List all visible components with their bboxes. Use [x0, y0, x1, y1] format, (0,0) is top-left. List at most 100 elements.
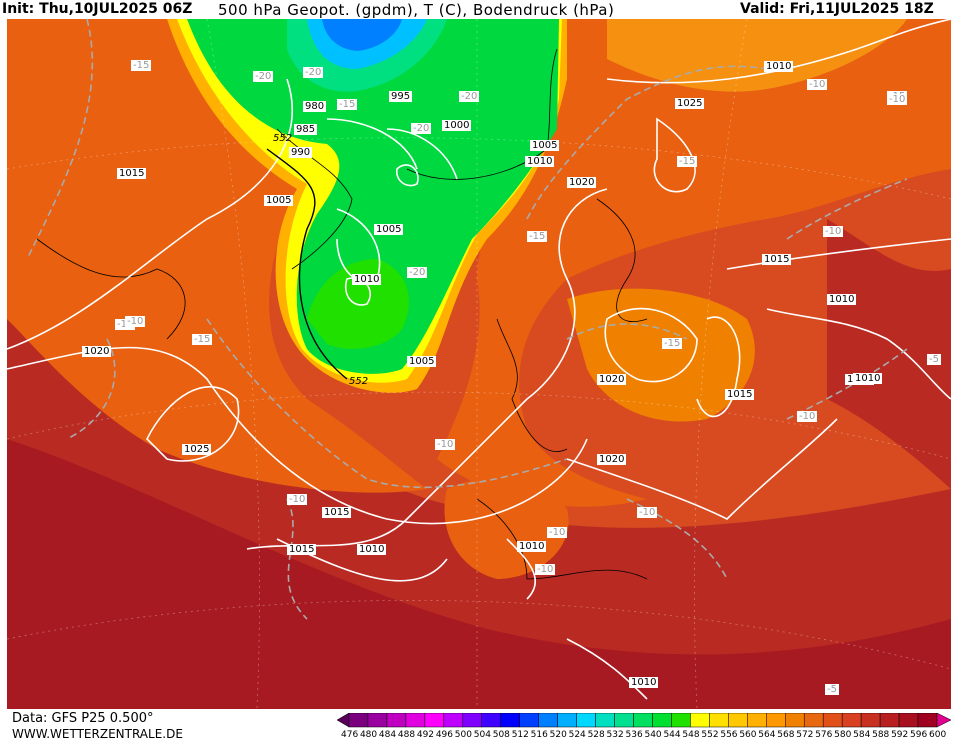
scale-tick-label: 508 — [492, 730, 510, 740]
temperature-label: -10 — [435, 439, 456, 450]
temperature-label: -20 — [253, 71, 274, 82]
scale-swatch — [500, 713, 520, 728]
color-scale-legend: 476 480 484 488 492 496 500 504 508 512 516 520 524 5… — [337, 713, 957, 741]
isobar-label: 1015 — [762, 254, 792, 265]
scale-swatch — [671, 713, 691, 728]
temperature-label: -10 — [535, 564, 556, 575]
scale-swatch — [879, 713, 900, 728]
scale-tick-label: 584 — [853, 730, 871, 740]
isobar-label: 1005 — [407, 356, 437, 367]
scale-swatch — [822, 713, 843, 728]
scale-tick-label: 536 — [625, 730, 643, 740]
isobar-label: 1020 — [567, 177, 597, 188]
scale-swatch — [803, 713, 824, 728]
scale-tick-label: 484 — [378, 730, 397, 740]
scale-swatch — [785, 713, 805, 728]
scale-swatch — [709, 713, 729, 728]
isobar-label: 1020 — [82, 346, 112, 357]
valid-time: Valid: Fri,11JUL2025 18Z — [740, 1, 934, 17]
scale-tick-label: 588 — [872, 730, 890, 740]
color-scale-bar — [337, 713, 952, 728]
temperature-label: -20 — [303, 67, 324, 78]
temperature-label: -20 — [411, 123, 432, 134]
scale-swatch — [841, 713, 862, 728]
scale-tick-label: 516 — [530, 730, 548, 740]
scale-swatch — [917, 713, 938, 728]
isobar-label: 1025 — [675, 98, 705, 109]
scale-swatch — [766, 713, 786, 728]
scale-swatch — [348, 713, 369, 728]
isobar-label: 1020 — [597, 454, 627, 465]
scale-tick-label: 512 — [511, 730, 529, 740]
scale-arrow-left — [337, 713, 350, 728]
scale-swatch — [538, 713, 558, 728]
scale-swatch — [595, 713, 615, 728]
scale-swatch — [860, 713, 881, 728]
scale-swatch — [898, 713, 919, 728]
isobar-label: 1005 — [530, 140, 560, 151]
scale-swatch — [386, 713, 407, 728]
scale-tick-label: 496 — [435, 730, 454, 740]
scale-tick-label: 476 — [341, 730, 359, 740]
isobar-label: 1000 — [442, 120, 472, 131]
temperature-label: -5 — [927, 354, 941, 365]
map-title: 500 hPa Geopot. (gpdm), T (C), Bodendruc… — [218, 1, 615, 19]
isobar-label: 1005 — [264, 195, 294, 206]
scale-swatch — [367, 713, 388, 728]
scale-tick-label: 548 — [682, 730, 700, 740]
temperature-label: -10 — [797, 411, 818, 422]
isobar-label: 1010 — [827, 294, 857, 305]
isobar-label: 1010 — [352, 274, 382, 285]
scale-swatch — [405, 713, 426, 728]
scale-tick-label: 592 — [891, 730, 909, 740]
temperature-label: -10 — [807, 79, 828, 90]
geopotential-label: 552 — [349, 376, 369, 387]
scale-swatch — [519, 713, 539, 728]
scale-tick-label: 580 — [834, 730, 852, 740]
scale-swatch — [728, 713, 748, 728]
scale-swatch — [557, 713, 577, 728]
scale-swatch — [443, 713, 464, 728]
temperature-label: -10 — [637, 507, 658, 518]
scale-swatch — [652, 713, 672, 728]
isobar-label: 1010 — [764, 61, 794, 72]
scale-tick-label: 596 — [910, 730, 928, 740]
scale-tick-label: 532 — [606, 730, 624, 740]
scale-swatch — [747, 713, 767, 728]
scale-tick-label: 556 — [720, 730, 738, 740]
scale-tick-label: 520 — [549, 730, 567, 740]
temperature-label: -15 — [662, 338, 683, 349]
data-source: Data: GFS P25 0.500° — [12, 711, 154, 726]
isobar-label: 980 — [303, 101, 327, 112]
isobar-label: 1015 — [725, 389, 755, 400]
scale-tick-label: 504 — [473, 730, 491, 740]
isobar-label: 1010 — [357, 544, 387, 555]
scale-swatch — [481, 713, 501, 728]
scale-tick-label: 568 — [777, 730, 795, 740]
isobar-label: 990 — [289, 147, 313, 158]
temperature-label: -10 — [823, 226, 844, 237]
scale-tick-label: 552 — [701, 730, 719, 740]
scale-tick-label: 576 — [815, 730, 833, 740]
isobar-label: 1020 — [597, 374, 627, 385]
scale-tick-label: 492 — [416, 730, 435, 740]
scale-arrow-right — [936, 713, 952, 728]
isobar-label: 1010 — [525, 156, 555, 167]
scale-tick-label: 600 — [929, 730, 947, 740]
isobar-label: 985 — [294, 124, 318, 135]
temperature-label: -15 — [527, 231, 548, 242]
temperature-label: -15 — [131, 60, 152, 71]
scale-swatch — [576, 713, 596, 728]
scale-tick-label: 564 — [758, 730, 776, 740]
temperature-label: -10 — [887, 94, 908, 105]
temperature-label: -5 — [825, 684, 839, 695]
isobar-label: 1015 — [117, 168, 147, 179]
scale-swatch — [633, 713, 653, 728]
scale-swatch — [614, 713, 634, 728]
weather-map: 1010 1025 1015 995 1000 980 985 990 1005 1005 1010… — [6, 18, 952, 710]
map-header: Init: Thu,10JUL2025 06Z 500 hPa Geopot. … — [0, 0, 959, 20]
scale-tick-label: 528 — [587, 730, 605, 740]
scale-swatch — [424, 713, 445, 728]
isobar-label: 1010 — [517, 541, 547, 552]
scale-tick-label: 524 — [568, 730, 586, 740]
